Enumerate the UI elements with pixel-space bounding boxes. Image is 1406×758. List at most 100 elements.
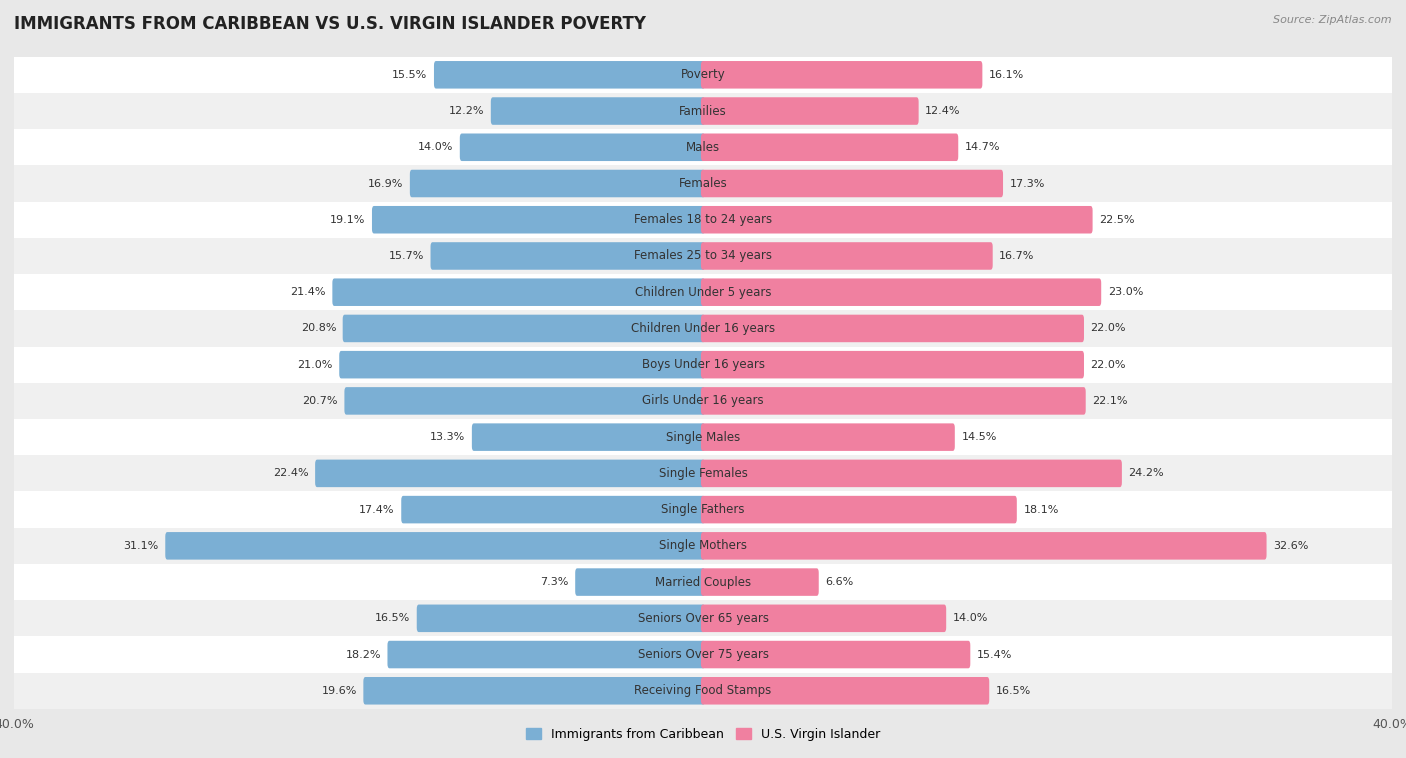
Text: 6.6%: 6.6%: [825, 577, 853, 587]
Text: 23.0%: 23.0%: [1108, 287, 1143, 297]
FancyBboxPatch shape: [401, 496, 704, 523]
Text: 12.4%: 12.4%: [925, 106, 960, 116]
Text: Single Females: Single Females: [658, 467, 748, 480]
Text: Females: Females: [679, 177, 727, 190]
FancyBboxPatch shape: [702, 315, 1084, 342]
FancyBboxPatch shape: [702, 351, 1084, 378]
FancyBboxPatch shape: [702, 206, 1092, 233]
FancyBboxPatch shape: [702, 532, 1267, 559]
FancyBboxPatch shape: [702, 387, 1085, 415]
FancyBboxPatch shape: [702, 677, 990, 704]
FancyBboxPatch shape: [344, 387, 704, 415]
Bar: [14, 491, 1392, 528]
Text: Girls Under 16 years: Girls Under 16 years: [643, 394, 763, 407]
Text: Seniors Over 65 years: Seniors Over 65 years: [637, 612, 769, 625]
Text: 14.7%: 14.7%: [965, 143, 1000, 152]
Text: Source: ZipAtlas.com: Source: ZipAtlas.com: [1274, 15, 1392, 25]
Bar: [14, 672, 1392, 709]
FancyBboxPatch shape: [702, 278, 1101, 306]
Text: Married Couples: Married Couples: [655, 575, 751, 588]
Text: 22.4%: 22.4%: [273, 468, 308, 478]
Text: 16.9%: 16.9%: [368, 178, 404, 189]
FancyBboxPatch shape: [166, 532, 704, 559]
FancyBboxPatch shape: [702, 424, 955, 451]
Text: Single Males: Single Males: [666, 431, 740, 443]
Text: 32.6%: 32.6%: [1272, 541, 1309, 551]
Text: 22.1%: 22.1%: [1092, 396, 1128, 406]
Bar: [14, 165, 1392, 202]
Text: 22.5%: 22.5%: [1099, 215, 1135, 224]
FancyBboxPatch shape: [339, 351, 704, 378]
Text: 22.0%: 22.0%: [1091, 324, 1126, 334]
FancyBboxPatch shape: [430, 243, 704, 270]
Text: Females 18 to 24 years: Females 18 to 24 years: [634, 213, 772, 226]
Text: 17.4%: 17.4%: [359, 505, 395, 515]
Text: 22.0%: 22.0%: [1091, 360, 1126, 370]
Bar: [14, 346, 1392, 383]
Bar: [14, 419, 1392, 456]
Text: 14.5%: 14.5%: [962, 432, 997, 442]
Text: Single Mothers: Single Mothers: [659, 540, 747, 553]
Text: 19.1%: 19.1%: [330, 215, 366, 224]
FancyBboxPatch shape: [702, 97, 918, 125]
FancyBboxPatch shape: [702, 133, 959, 161]
FancyBboxPatch shape: [702, 496, 1017, 523]
Bar: [14, 238, 1392, 274]
Text: 13.3%: 13.3%: [430, 432, 465, 442]
Text: 14.0%: 14.0%: [418, 143, 453, 152]
Bar: [14, 274, 1392, 310]
Text: 17.3%: 17.3%: [1010, 178, 1045, 189]
FancyBboxPatch shape: [702, 605, 946, 632]
Text: 20.8%: 20.8%: [301, 324, 336, 334]
Bar: [14, 383, 1392, 419]
FancyBboxPatch shape: [702, 568, 818, 596]
FancyBboxPatch shape: [388, 641, 704, 669]
Bar: [14, 637, 1392, 672]
FancyBboxPatch shape: [343, 315, 704, 342]
Bar: [14, 93, 1392, 129]
FancyBboxPatch shape: [702, 641, 970, 669]
FancyBboxPatch shape: [702, 459, 1122, 487]
Text: Seniors Over 75 years: Seniors Over 75 years: [637, 648, 769, 661]
Bar: [14, 57, 1392, 93]
FancyBboxPatch shape: [416, 605, 704, 632]
Text: Single Fathers: Single Fathers: [661, 503, 745, 516]
FancyBboxPatch shape: [363, 677, 704, 704]
Text: 31.1%: 31.1%: [124, 541, 159, 551]
Bar: [14, 564, 1392, 600]
Bar: [14, 202, 1392, 238]
FancyBboxPatch shape: [702, 170, 1002, 197]
Text: Families: Families: [679, 105, 727, 117]
FancyBboxPatch shape: [411, 170, 704, 197]
FancyBboxPatch shape: [575, 568, 704, 596]
Text: 15.4%: 15.4%: [977, 650, 1012, 659]
Text: Females 25 to 34 years: Females 25 to 34 years: [634, 249, 772, 262]
FancyBboxPatch shape: [332, 278, 704, 306]
Text: 15.5%: 15.5%: [392, 70, 427, 80]
Text: Children Under 16 years: Children Under 16 years: [631, 322, 775, 335]
FancyBboxPatch shape: [373, 206, 704, 233]
Text: 18.2%: 18.2%: [346, 650, 381, 659]
Bar: [14, 456, 1392, 491]
Text: 16.5%: 16.5%: [375, 613, 411, 623]
Text: 20.7%: 20.7%: [302, 396, 337, 406]
Legend: Immigrants from Caribbean, U.S. Virgin Islander: Immigrants from Caribbean, U.S. Virgin I…: [520, 723, 886, 746]
Text: 19.6%: 19.6%: [322, 686, 357, 696]
Text: 14.0%: 14.0%: [953, 613, 988, 623]
Text: 16.7%: 16.7%: [1000, 251, 1035, 261]
Text: Boys Under 16 years: Boys Under 16 years: [641, 359, 765, 371]
Text: Receiving Food Stamps: Receiving Food Stamps: [634, 684, 772, 697]
FancyBboxPatch shape: [472, 424, 704, 451]
Text: Poverty: Poverty: [681, 68, 725, 81]
FancyBboxPatch shape: [434, 61, 704, 89]
Text: 18.1%: 18.1%: [1024, 505, 1059, 515]
Text: 21.4%: 21.4%: [290, 287, 326, 297]
Bar: [14, 129, 1392, 165]
FancyBboxPatch shape: [460, 133, 704, 161]
Text: IMMIGRANTS FROM CARIBBEAN VS U.S. VIRGIN ISLANDER POVERTY: IMMIGRANTS FROM CARIBBEAN VS U.S. VIRGIN…: [14, 15, 647, 33]
Text: 12.2%: 12.2%: [449, 106, 484, 116]
Text: Males: Males: [686, 141, 720, 154]
Text: 15.7%: 15.7%: [388, 251, 425, 261]
Text: Children Under 5 years: Children Under 5 years: [634, 286, 772, 299]
FancyBboxPatch shape: [315, 459, 704, 487]
